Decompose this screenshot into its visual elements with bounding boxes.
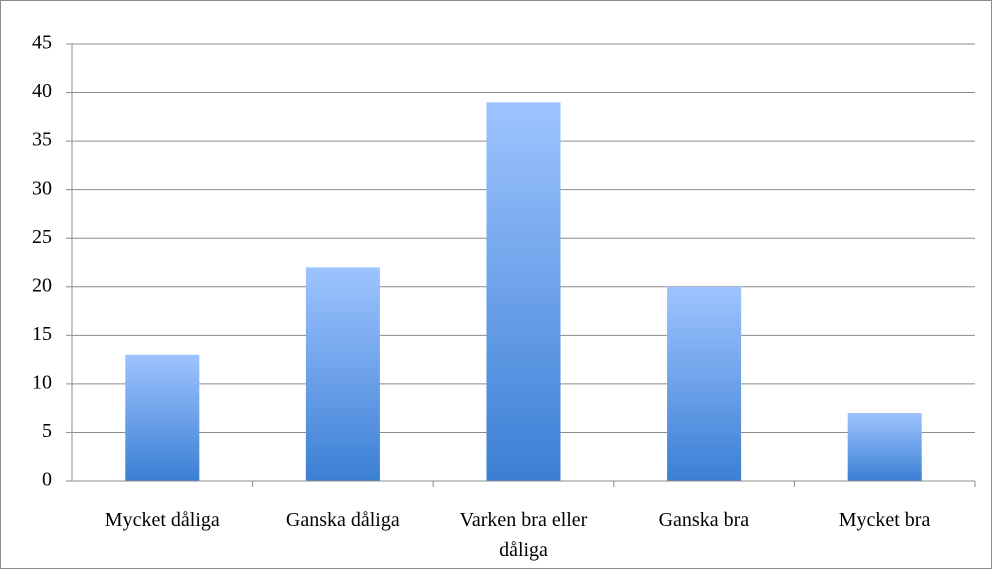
x-tick-label: Varken bra eller dåliga <box>459 509 588 561</box>
bar <box>305 267 380 481</box>
bar <box>125 354 200 481</box>
y-tick-label: 5 <box>42 420 52 442</box>
bar <box>847 413 922 481</box>
x-tick-label: Ganska dåliga <box>285 509 400 531</box>
bar <box>486 102 561 482</box>
y-tick-label: 0 <box>42 469 52 491</box>
bar <box>667 286 742 481</box>
x-tick-label: Mycket bra <box>838 509 931 531</box>
y-tick-label: 45 <box>32 32 52 54</box>
y-tick-label: 20 <box>32 274 52 296</box>
y-tick-label: 15 <box>32 323 52 345</box>
y-tick-label: 40 <box>32 80 52 102</box>
x-tick-label: Ganska bra <box>658 509 750 531</box>
y-tick-label: 25 <box>32 226 52 248</box>
x-tick-label: Mycket dåliga <box>104 509 220 531</box>
y-tick-label: 35 <box>32 129 52 151</box>
y-tick-label: 30 <box>32 177 52 199</box>
y-tick-label: 10 <box>32 371 52 393</box>
